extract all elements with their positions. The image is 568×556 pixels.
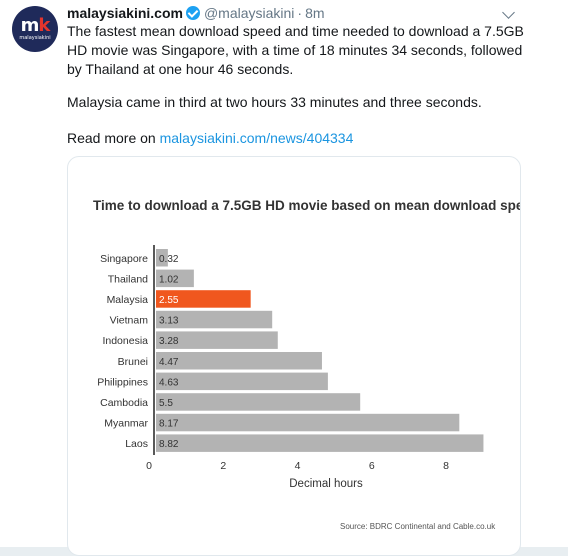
chart-value-label: 4.47: [159, 357, 179, 368]
tweet-timestamp[interactable]: 8m: [305, 5, 325, 21]
chart-x-tick-label: 6: [369, 460, 375, 472]
read-more-prefix: Read more on: [67, 130, 160, 146]
tweet-paragraph-1: The fastest mean download speed and time…: [67, 23, 524, 77]
chart-bar: [156, 434, 484, 452]
bar-chart: Singapore 0.32 Thailand 1.02 Malaysia 2.55 Vie…: [97, 245, 484, 490]
chart-category-label: Indonesia: [102, 335, 148, 347]
chart-category-label: Vietnam: [110, 315, 149, 327]
chart-category-label: Myanmar: [104, 418, 148, 430]
chart-category-label: Cambodia: [100, 397, 148, 409]
chart-x-axis-label: Decimal hours: [289, 478, 363, 490]
article-link[interactable]: malaysiakini.com/news/404334: [159, 130, 354, 146]
chart-x-tick-label: 2: [220, 460, 226, 472]
chart-value-label: 3.13: [159, 316, 179, 327]
chart-category-label: Laos: [125, 438, 148, 450]
tweet-read-more: Read more on malaysiakini.com/news/40433…: [67, 129, 353, 148]
chart-category-label: Malaysia: [107, 294, 149, 306]
chart-bar: [156, 310, 273, 329]
chart-bar: [156, 331, 278, 349]
chart-bar: [156, 352, 322, 370]
chart-value-label: 5.5: [159, 398, 173, 409]
chart-bar: [156, 290, 251, 308]
header-separator: ·: [297, 5, 303, 21]
chart-value-label: 8.17: [159, 419, 179, 430]
chart-bar: [156, 372, 328, 391]
account-handle[interactable]: @malaysiakini: [203, 5, 295, 21]
chart-value-label: 2.55: [159, 295, 179, 306]
chart-x-tick-label: 4: [295, 460, 301, 472]
chart-source: Source: BDRC Continental and Cable.co.uk: [340, 522, 496, 531]
chart-x-tick-label: 0: [146, 460, 152, 472]
chart-value-label: 4.63: [159, 377, 179, 388]
avatar-logo: mk: [20, 15, 51, 36]
account-name[interactable]: malaysiakini.com: [67, 5, 183, 21]
tweet-header: malaysiakini.com @malaysiakini · 8m: [67, 4, 325, 22]
chart-bar: [156, 393, 361, 411]
chevron-down-icon[interactable]: [502, 6, 515, 19]
media-card[interactable]: Time to download a 7.5GB HD movie based …: [67, 156, 521, 556]
verified-badge-icon: [185, 6, 200, 20]
chart-title: Time to download a 7.5GB HD movie based …: [93, 198, 521, 213]
chart-value-label: 1.02: [159, 274, 179, 285]
chart-value-label: 3.28: [159, 336, 179, 347]
chart-value-label: 0.32: [159, 254, 179, 265]
chart-category-label: Thailand: [108, 273, 148, 285]
chart-bar: [156, 269, 194, 288]
chart-value-label: 8.82: [159, 439, 179, 450]
chart-bar: [156, 249, 168, 267]
chart-x-tick-label: 8: [443, 460, 449, 472]
chart-category-label: Brunei: [118, 356, 148, 368]
tweet-paragraph-2: Malaysia came in third at two hours 33 m…: [67, 94, 482, 110]
chart-category-label: Philippines: [97, 376, 148, 388]
chart-bar: [156, 413, 460, 432]
avatar-logo-subtitle: malaysiakini: [19, 35, 51, 41]
chart-category-label: Singapore: [100, 253, 148, 265]
avatar[interactable]: mk malaysiakini: [12, 6, 58, 52]
